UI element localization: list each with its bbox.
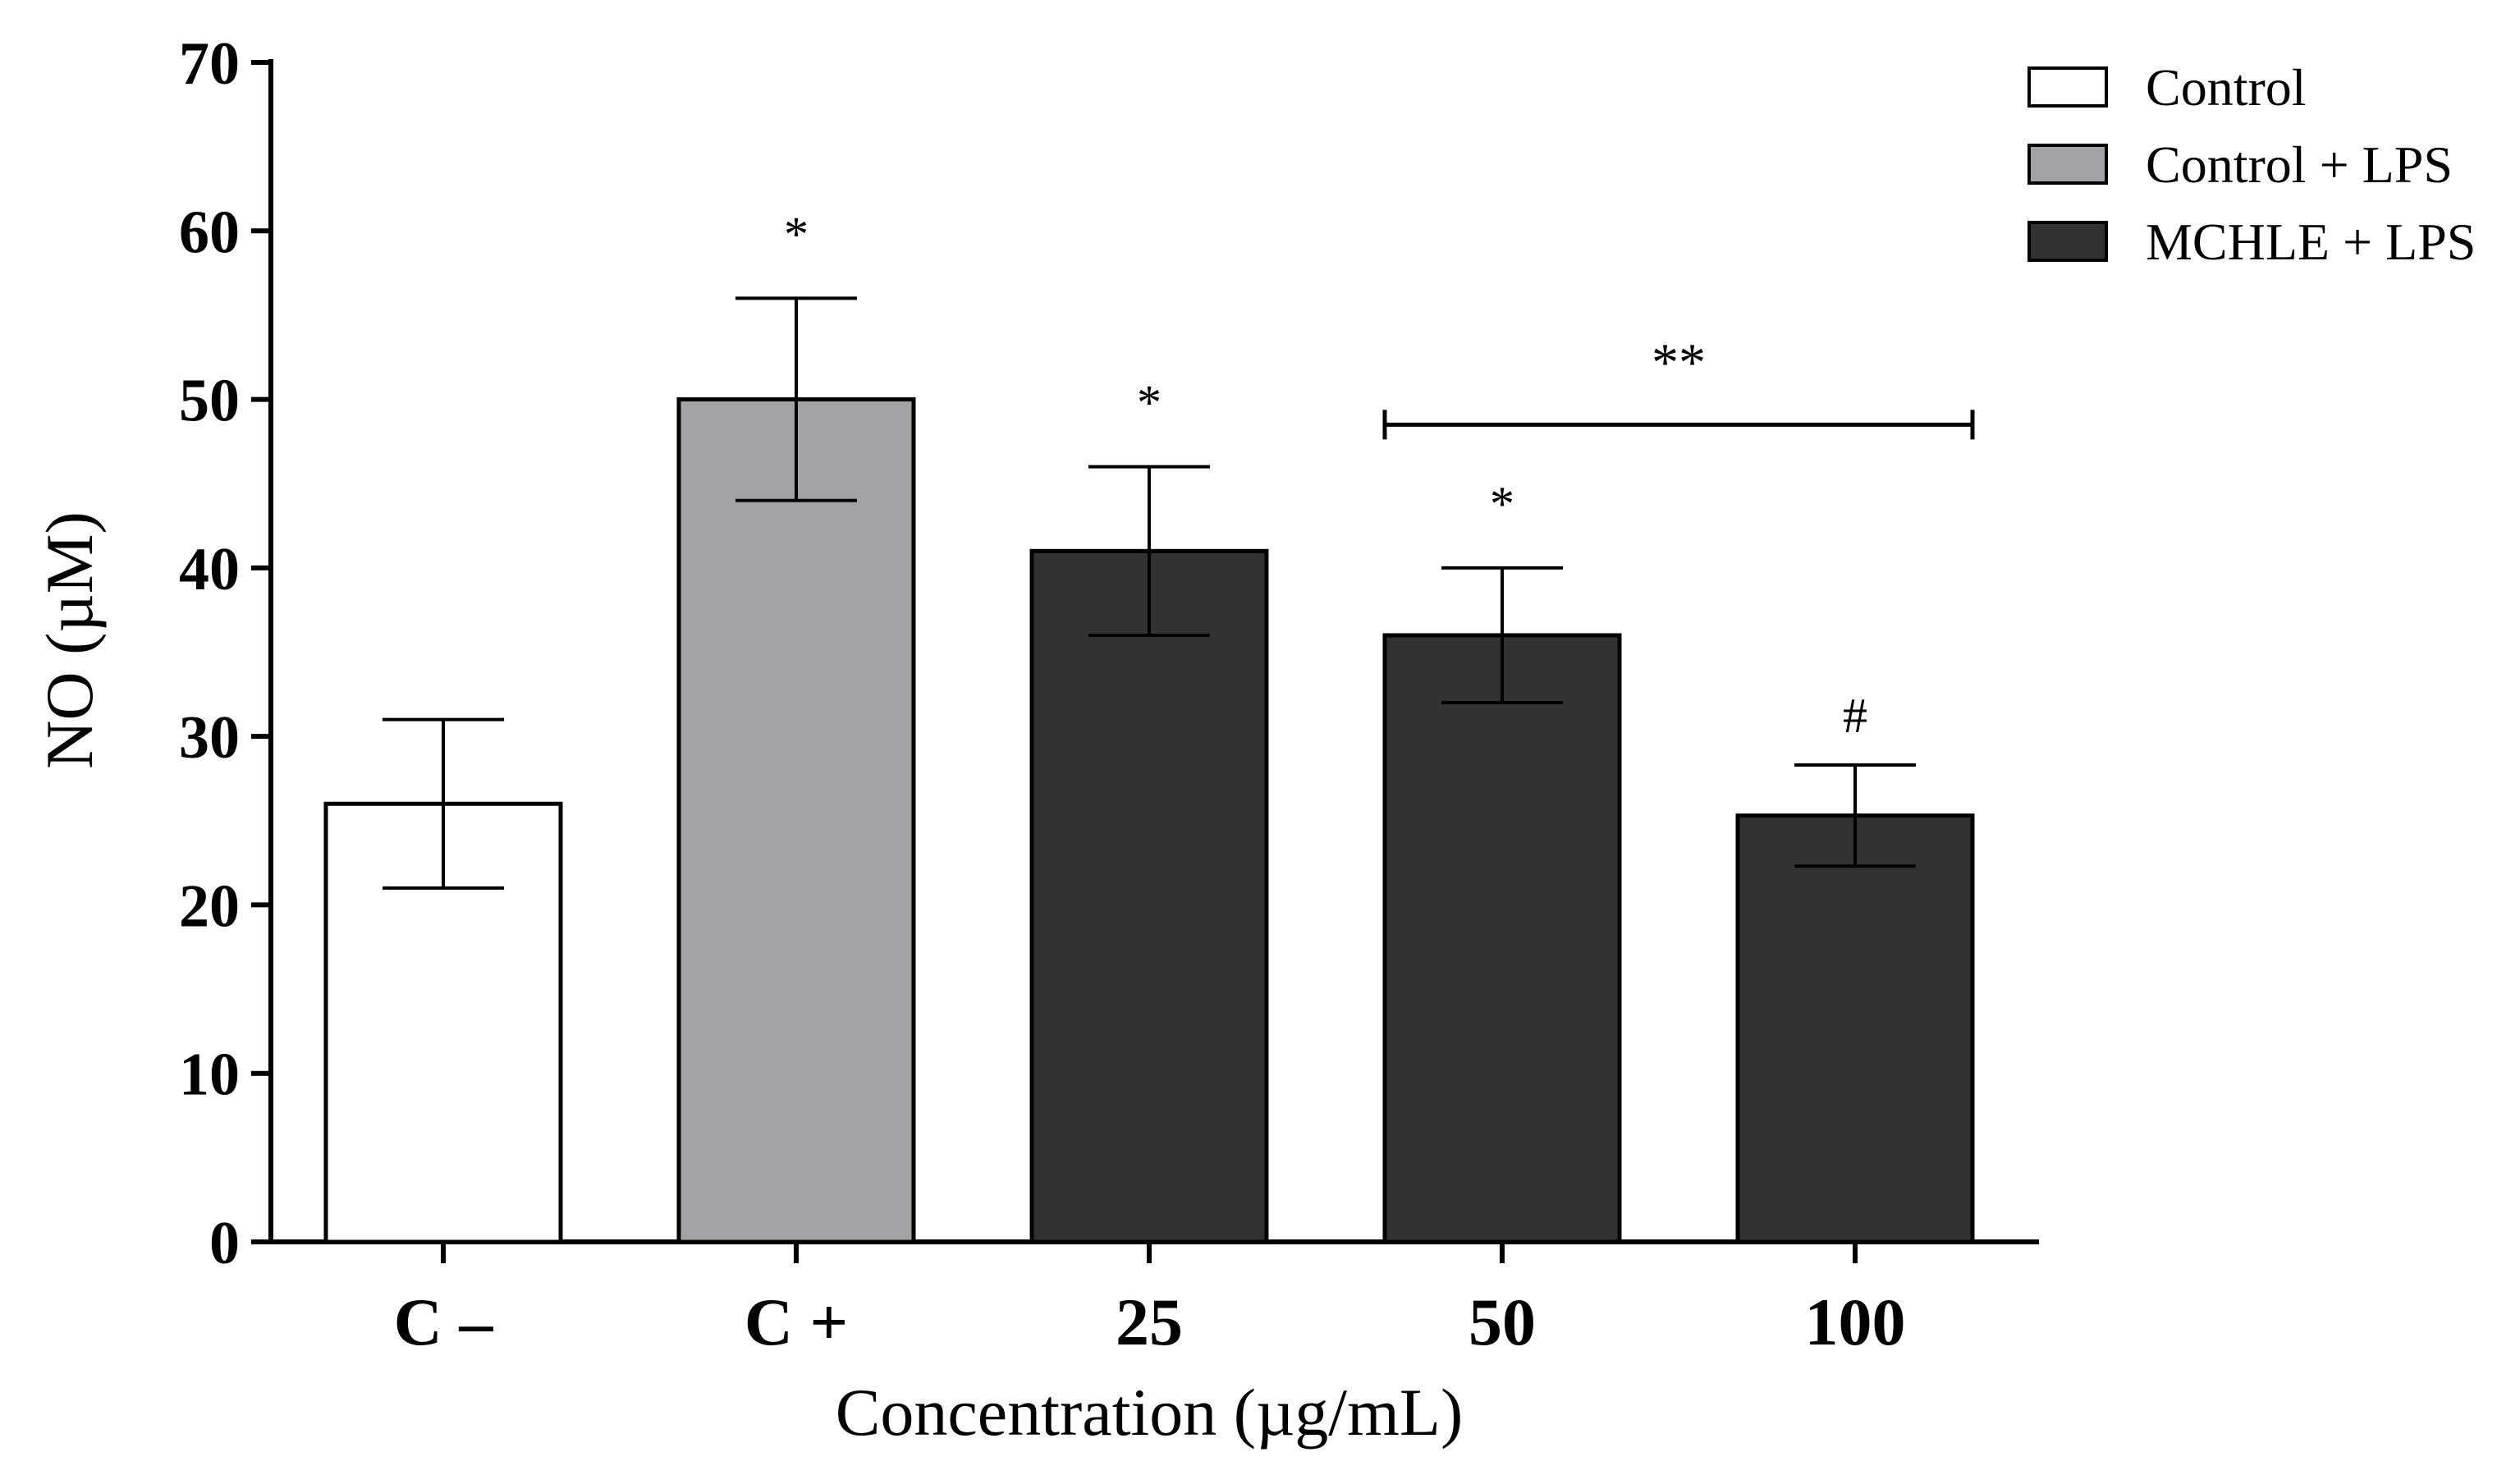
bars [323,296,1975,1244]
y-tick-label: 70 [179,30,240,98]
significance-mark: * [784,207,809,261]
annotations: ***#** [784,207,1975,743]
legend-label: MCHLE + LPS [2146,213,2476,271]
y-tick-label: 0 [209,1210,240,1277]
bar [1029,548,1269,1244]
y-tick-label: 30 [179,704,240,772]
y-tick-label: 40 [179,536,240,603]
axis-titles: Concentration (µg/mL) NO (µM) [32,511,1463,1450]
y-tick-label: 50 [179,368,240,435]
bar [1735,813,1975,1244]
significance-mark: * [1490,477,1514,531]
y-axis-title: NO (µM) [32,511,107,769]
x-tick-label: 100 [1805,1285,1906,1359]
legend-label: Control [2146,58,2307,117]
legend-swatch [2027,144,2108,185]
legend: Control Control + LPS MCHLE + LPS [2027,58,2476,271]
x-axis-title: Concentration (µg/mL) [836,1375,1464,1450]
x-axis: C – C + 25 50 100 [268,1239,2039,1359]
significance-mark: # [1843,689,1867,743]
bracket-label: ** [1652,332,1706,392]
x-tick-label: C + [745,1285,848,1359]
x-tick-label: 25 [1116,1285,1183,1359]
x-tick-label: 50 [1468,1285,1536,1359]
legend-label: Control + LPS [2146,135,2453,194]
significance-mark: * [1137,376,1161,430]
y-axis: 0 10 20 30 40 50 60 70 [179,30,273,1277]
legend-swatch [2027,66,2108,108]
y-tick-label: 10 [179,1042,240,1109]
y-tick-label: 60 [179,199,240,266]
y-tick-label: 20 [179,873,240,940]
x-tick-label: C – [394,1285,494,1359]
legend-swatch [2027,221,2108,262]
bar [1382,633,1622,1244]
bar [676,397,916,1244]
